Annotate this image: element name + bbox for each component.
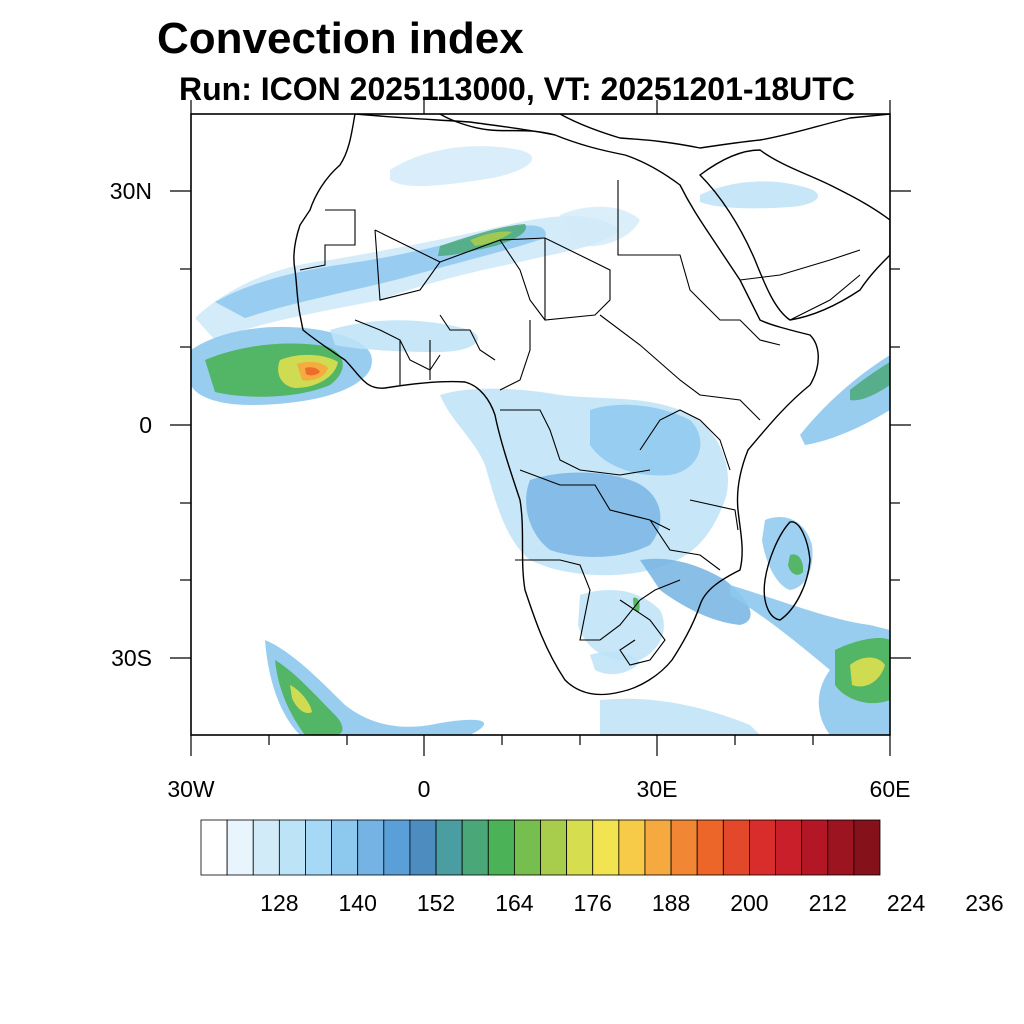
colorbar-label: 188 <box>652 890 690 916</box>
colorbar-label: 224 <box>887 890 926 916</box>
field-sudan-north <box>560 206 640 247</box>
colorbar-label: 212 <box>809 890 847 916</box>
field-sahara-north <box>390 146 533 187</box>
lon-label-60e: 60E <box>870 776 911 802</box>
field-southafrica-south <box>590 651 640 675</box>
convection-field-layer <box>191 146 890 735</box>
colorbar-swatch <box>409 819 437 876</box>
field-egypt-arabia <box>700 181 819 209</box>
colorbar-swatch <box>540 819 568 876</box>
map-title: Convection index <box>157 14 524 63</box>
lat-label-0: 0 <box>139 412 152 438</box>
colorbar-swatch <box>827 819 855 876</box>
lon-label-30e: 30E <box>637 776 678 802</box>
field-south-indian-band <box>600 698 760 735</box>
border-lines <box>299 180 861 666</box>
colorbar-swatch <box>278 819 306 876</box>
colorbar-swatch <box>357 819 385 876</box>
colorbar-swatch <box>618 819 646 876</box>
colorbar-label: 140 <box>339 890 377 916</box>
lon-label-0: 0 <box>418 776 431 802</box>
colorbar-label: 176 <box>574 890 612 916</box>
map-subtitle: Run: ICON 2025113000, VT: 20251201-18UTC <box>179 71 855 107</box>
field-indian-ocean-north-green <box>850 362 890 401</box>
colorbar-swatch <box>252 819 280 876</box>
country-borders <box>293 114 890 696</box>
colorbar-swatch <box>775 819 803 876</box>
colorbar <box>200 819 881 876</box>
lat-label-30n: 30N <box>110 178 152 204</box>
field-southafrica <box>578 590 664 661</box>
lat-label-30s: 30S <box>111 645 152 671</box>
colorbar-swatch <box>801 819 829 876</box>
coastline-arabia <box>698 149 890 321</box>
colorbar-swatch <box>435 819 463 876</box>
colorbar-swatch <box>461 819 489 876</box>
field-congo-core <box>526 472 661 557</box>
colorbar-label: 128 <box>260 890 298 916</box>
field-guinea-red <box>305 367 320 376</box>
field-south-atlantic-green <box>275 660 343 735</box>
colorbar-swatch <box>670 819 698 876</box>
field-madagascar-green <box>788 554 804 575</box>
field-indian-ocean-south-yellow <box>850 657 885 687</box>
colorbar-swatch <box>592 819 620 876</box>
field-sahel-yellow <box>470 231 512 246</box>
colorbar-swatch <box>331 819 359 876</box>
field-south-atlantic-yellow <box>290 685 312 714</box>
colorbar-swatch <box>566 819 594 876</box>
colorbar-label: 236 <box>965 890 1003 916</box>
lon-label-30w: 30W <box>167 776 215 802</box>
colorbar-swatch <box>722 819 750 876</box>
field-mozambique-channel <box>640 558 751 625</box>
field-madagascar <box>762 517 813 590</box>
colorbar-swatch <box>853 819 881 876</box>
coastline-africa <box>293 114 819 696</box>
colorbar-label: 200 <box>730 890 768 916</box>
colorbar-label: 164 <box>495 890 534 916</box>
field-indian-ocean-north <box>800 355 890 445</box>
field-congo-east <box>590 404 701 476</box>
coastline-europe <box>439 114 890 149</box>
colorbar-swatch <box>383 819 411 876</box>
colorbar-swatch <box>696 819 724 876</box>
axis-labels: 30N 0 30S 30W 0 30E 60E <box>110 178 911 802</box>
colorbar-swatch <box>644 819 672 876</box>
colorbar-swatch <box>749 819 776 876</box>
colorbar-swatch <box>305 819 332 876</box>
colorbar-swatch <box>487 819 515 876</box>
colorbar-swatch <box>513 819 541 876</box>
colorbar-label: 152 <box>417 890 455 916</box>
colorbar-swatch <box>226 819 254 876</box>
colorbar-swatch <box>200 819 228 876</box>
tick-marks <box>170 100 911 756</box>
field-westafrica-coast <box>330 320 479 352</box>
coastline-madagascar <box>763 521 811 621</box>
colorbar-labels: 128 140 152 164 176 188 200 212 224 236 <box>260 890 1003 916</box>
